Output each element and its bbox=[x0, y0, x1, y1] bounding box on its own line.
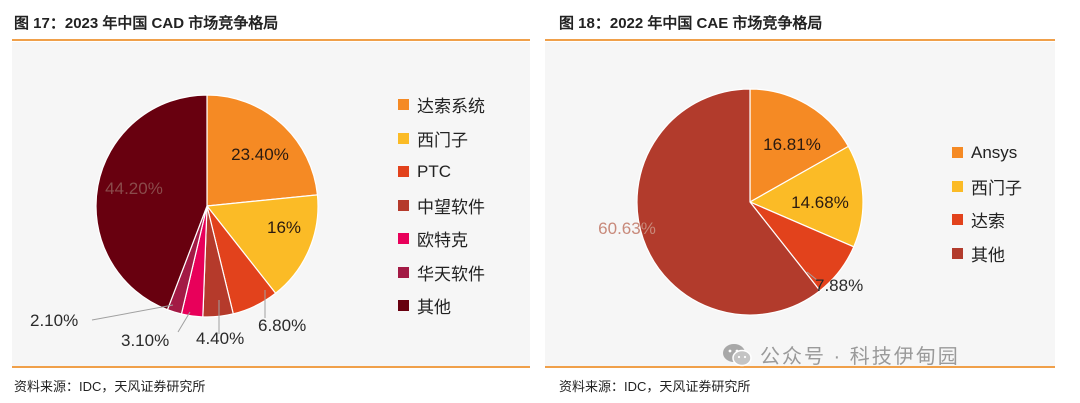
legend-swatch bbox=[952, 247, 963, 259]
legend-item: 其他 bbox=[398, 289, 485, 323]
legend-item: 达索 bbox=[952, 203, 1022, 237]
legend-swatch bbox=[398, 300, 409, 312]
figure-title: 图 18：2022 年中国 CAE 市场竞争格局 bbox=[559, 15, 823, 32]
legend-label: 达索 bbox=[971, 212, 1005, 232]
legend-swatch bbox=[398, 132, 409, 144]
cae-legend: Ansys 西门子达索其他 bbox=[952, 136, 1022, 270]
legend-label: 中望软件 bbox=[417, 197, 485, 217]
legend-label: 其他 bbox=[971, 245, 1005, 265]
data-label: 60.63% bbox=[598, 219, 656, 238]
title-rule bbox=[12, 39, 530, 41]
source-note: 资料来源：IDC，天风证券研究所 bbox=[14, 379, 206, 394]
legend-label: 欧特克 bbox=[417, 231, 468, 251]
legend-swatch bbox=[398, 166, 409, 178]
legend-item: 欧特克 bbox=[398, 222, 485, 256]
cad-legend: 达索系统西门子 PTC 中望软件欧特克华天软件其他 bbox=[398, 88, 485, 323]
cae-pie-chart: 16.81% 14.68% 7.88% 60.63% bbox=[598, 88, 864, 316]
legend-item: 其他 bbox=[952, 237, 1022, 271]
legend-item: 西门子 bbox=[398, 122, 485, 156]
watermark-text: 公众号 · 科技伊甸园 bbox=[760, 346, 960, 368]
watermark: 公众号 · 科技伊甸园 bbox=[722, 340, 960, 369]
legend-item: 中望软件 bbox=[398, 189, 485, 223]
legend-item: 西门子 bbox=[952, 170, 1022, 204]
legend-swatch bbox=[398, 99, 409, 111]
data-label: 16.81% bbox=[763, 135, 821, 154]
figure-title: 图 17：2023 年中国 CAD 市场竞争格局 bbox=[14, 15, 279, 32]
data-label: 14.68% bbox=[791, 193, 849, 212]
pie-slice bbox=[636, 88, 821, 316]
pie-slice bbox=[95, 94, 208, 311]
leader-line bbox=[91, 304, 174, 321]
legend-label: Ansys bbox=[971, 142, 1018, 162]
data-label: 4.40% bbox=[196, 329, 244, 348]
data-label: 3.10% bbox=[121, 331, 169, 350]
legend-item: 华天软件 bbox=[398, 256, 485, 290]
pie-slice bbox=[205, 194, 319, 295]
legend-item: 达索系统 bbox=[398, 88, 485, 122]
legend-swatch bbox=[952, 180, 963, 192]
pie-slice bbox=[749, 88, 850, 204]
legend-swatch bbox=[952, 214, 963, 226]
pie-slice bbox=[748, 145, 864, 248]
data-label: 7.88% bbox=[815, 276, 863, 295]
data-label: 6.80% bbox=[258, 316, 306, 335]
cad-figure-panel: 图 17：2023 年中国 CAD 市场竞争格局 23.40% 16% 6.80% 4… bbox=[0, 0, 530, 403]
legend-swatch bbox=[398, 266, 409, 278]
cad-pie-chart: 23.40% 16% 6.80% 4.40% 3.10% 2.10% 44.20% bbox=[30, 94, 319, 350]
legend-label: 其他 bbox=[417, 298, 451, 318]
legend-label: 西门子 bbox=[417, 130, 468, 150]
legend-swatch bbox=[952, 147, 963, 159]
legend-swatch bbox=[398, 199, 409, 211]
legend-label: 达索系统 bbox=[417, 97, 485, 117]
legend-item: Ansys bbox=[952, 136, 1022, 170]
data-label: 44.20% bbox=[105, 179, 163, 198]
data-label: 16% bbox=[267, 218, 301, 237]
legend-label: 西门子 bbox=[971, 178, 1022, 198]
legend-swatch bbox=[398, 233, 409, 245]
source-note: 资料来源：IDC，天风证券研究所 bbox=[559, 379, 751, 394]
legend-item: PTC bbox=[398, 155, 485, 189]
legend-label: PTC bbox=[417, 161, 451, 181]
cae-figure-panel: 图 18：2022 年中国 CAE 市场竞争格局 16.81% 14.68% 7.8… bbox=[545, 0, 1080, 403]
legend-label: 华天软件 bbox=[417, 264, 485, 284]
wechat-icon bbox=[723, 343, 752, 366]
source-rule bbox=[545, 366, 1055, 368]
source-rule bbox=[12, 366, 530, 368]
leader-line bbox=[177, 311, 191, 333]
title-rule bbox=[545, 39, 1055, 41]
leader-line bbox=[806, 271, 818, 281]
pie-slice bbox=[206, 94, 319, 207]
data-label: 23.40% bbox=[231, 145, 289, 164]
data-label: 2.10% bbox=[30, 311, 78, 330]
